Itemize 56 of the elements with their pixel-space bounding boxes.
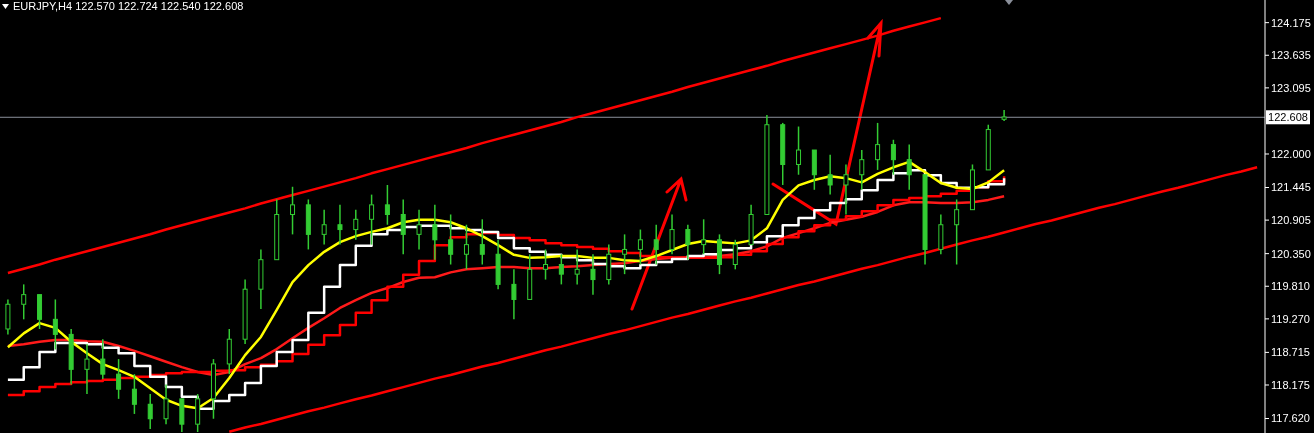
line-series — [228, 166, 1259, 433]
y-tick-label: 124.175 — [1271, 16, 1311, 29]
candlestick — [890, 139, 896, 176]
candlestick — [337, 204, 343, 246]
candlestick — [859, 149, 865, 191]
candlestick — [906, 143, 912, 191]
y-tick-label: 119.270 — [1271, 312, 1310, 325]
chart-title: EURJPY,H4 122.570 122.724 122.540 122.608 — [13, 0, 244, 12]
candlestick — [416, 208, 422, 251]
y-tick-label: 118.715 — [1271, 346, 1310, 359]
candlestick — [511, 268, 517, 321]
candlestick — [622, 233, 628, 275]
candlestick — [369, 193, 375, 246]
candlestick — [84, 343, 90, 395]
candlestick — [954, 198, 960, 266]
candlestick — [843, 163, 849, 216]
candlestick — [701, 218, 707, 256]
candlestick — [116, 358, 122, 400]
candlestick — [100, 338, 106, 380]
candlestick — [384, 184, 390, 226]
candlestick — [290, 186, 296, 236]
y-tick-label: 119.810 — [1271, 280, 1310, 293]
ref-line-label: 122.608 — [1268, 111, 1308, 124]
candlestick — [653, 223, 659, 266]
candlestick — [574, 248, 580, 286]
candlestick — [732, 239, 738, 271]
candlestick — [796, 125, 802, 176]
candlestick — [558, 253, 564, 286]
y-tick-label: 120.350 — [1271, 247, 1311, 260]
y-tick-label: 120.905 — [1271, 214, 1311, 227]
candlestick — [321, 208, 327, 246]
candlestick — [875, 122, 881, 171]
candlestick — [432, 204, 438, 261]
candlestick — [479, 218, 485, 266]
candlestick — [353, 208, 359, 241]
candlestick — [400, 198, 406, 256]
y-tick-label: 123.095 — [1271, 81, 1311, 94]
candlestick — [590, 253, 596, 296]
y-tick-label: 122.000 — [1271, 147, 1311, 160]
candlestick — [463, 223, 469, 271]
y-tick-label: 121.445 — [1271, 181, 1311, 194]
line-series — [6, 16, 943, 275]
candlestick — [147, 393, 153, 430]
y-tick-label: 123.635 — [1271, 49, 1311, 62]
candlestick — [21, 283, 27, 321]
candlestick — [827, 154, 833, 196]
y-tick-label: 117.620 — [1271, 412, 1310, 425]
y-tick-label: 118.175 — [1271, 378, 1310, 391]
candlestick — [637, 228, 643, 266]
candlestick — [131, 373, 137, 415]
candlestick — [448, 213, 454, 266]
candlestick — [52, 298, 58, 351]
candlestick — [669, 213, 675, 256]
candlestick — [685, 223, 691, 261]
candlestick — [163, 383, 169, 425]
candlestick — [543, 248, 549, 281]
